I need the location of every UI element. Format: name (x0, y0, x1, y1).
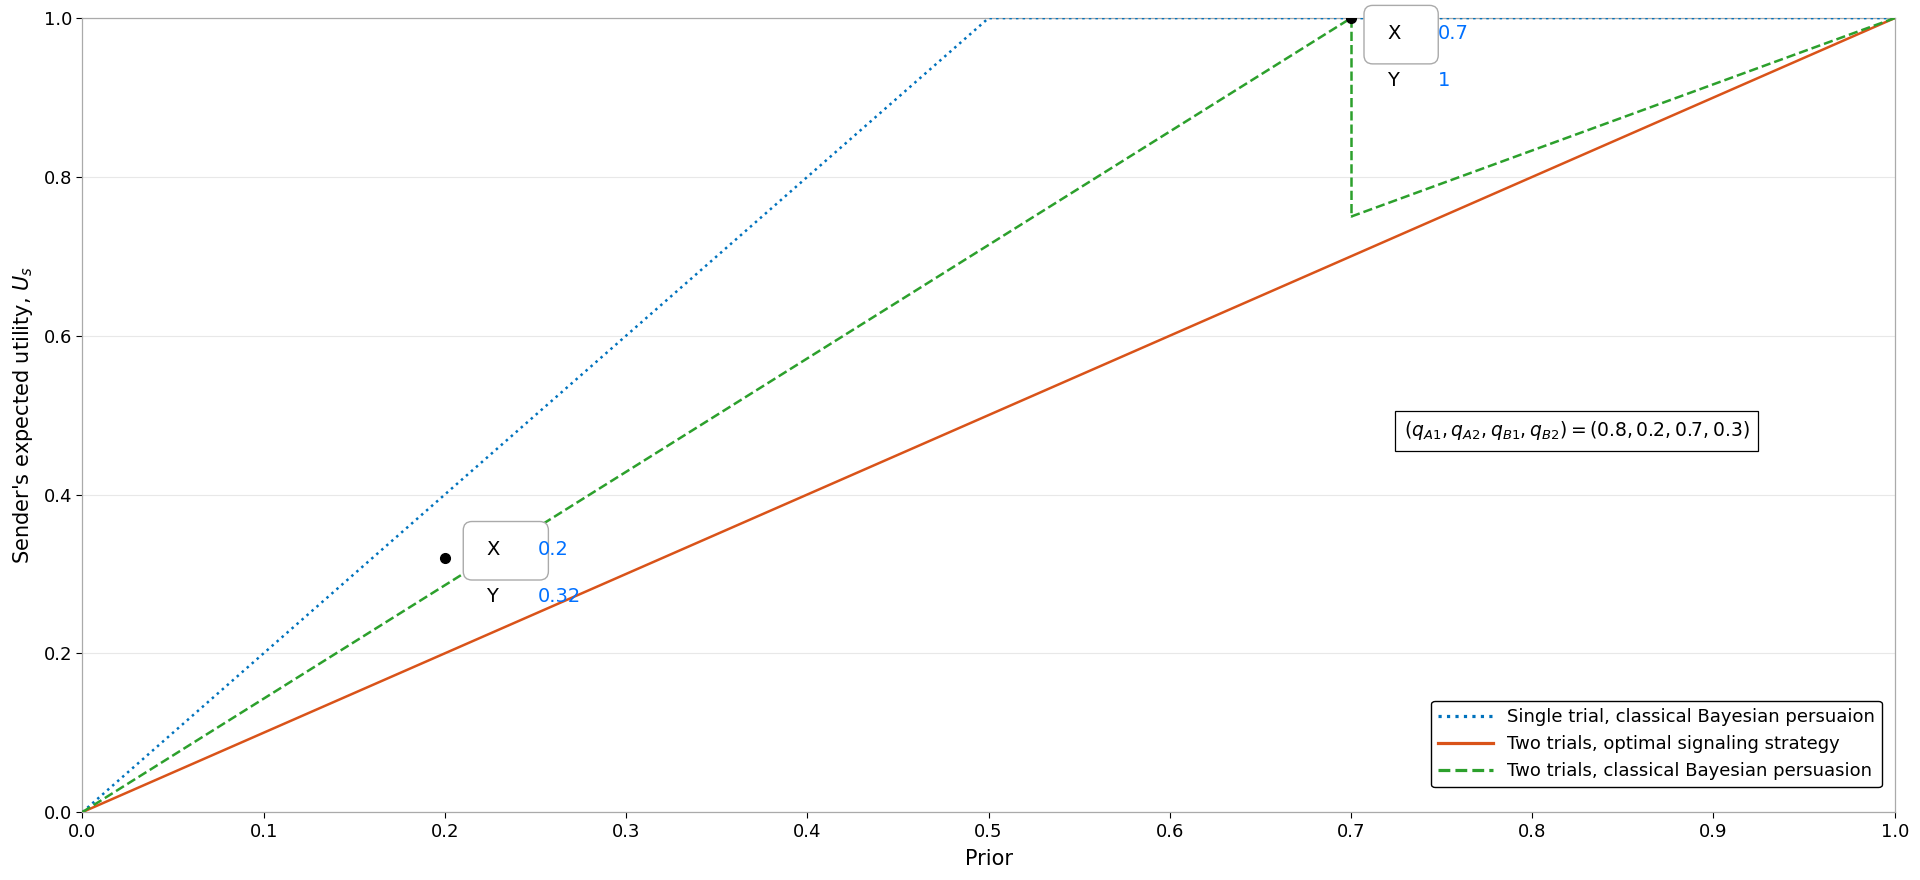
Legend: Single trial, classical Bayesian persuaion, Two trials, optimal signaling strate: Single trial, classical Bayesian persuai… (1430, 700, 1882, 788)
Single trial, classical Bayesian persuaion (71, 807, 94, 818)
Text: X: X (486, 539, 499, 559)
Y-axis label: Sender's expected utility, $U_s$: Sender's expected utility, $U_s$ (12, 266, 35, 564)
Text: X  0.7
Y  1: X 0.7 Y 1 (1373, 14, 1430, 55)
Text: X  0.2
Y  0.32: X 0.2 Y 0.32 (472, 531, 540, 571)
Text: X: X (1388, 24, 1400, 42)
Text: 0.32: 0.32 (538, 588, 580, 606)
Text: 0.7: 0.7 (1438, 24, 1469, 42)
X-axis label: Prior: Prior (964, 849, 1012, 869)
Line: Single trial, classical Bayesian persuaion: Single trial, classical Bayesian persuai… (83, 18, 1895, 812)
Single trial, classical Bayesian persuaion (977, 13, 1000, 24)
Text: $(q_{A1},q_{A2},q_{B1},q_{B2})=(0.8,0.2,0.7,0.3)$: $(q_{A1},q_{A2},q_{B1},q_{B2})=(0.8,0.2,… (1404, 419, 1749, 442)
Text: Y: Y (486, 588, 499, 606)
Text: 1: 1 (1438, 71, 1450, 91)
Text: 0.2: 0.2 (538, 539, 568, 559)
Text: Y: Y (1388, 71, 1400, 91)
Single trial, classical Bayesian persuaion (1884, 13, 1907, 24)
